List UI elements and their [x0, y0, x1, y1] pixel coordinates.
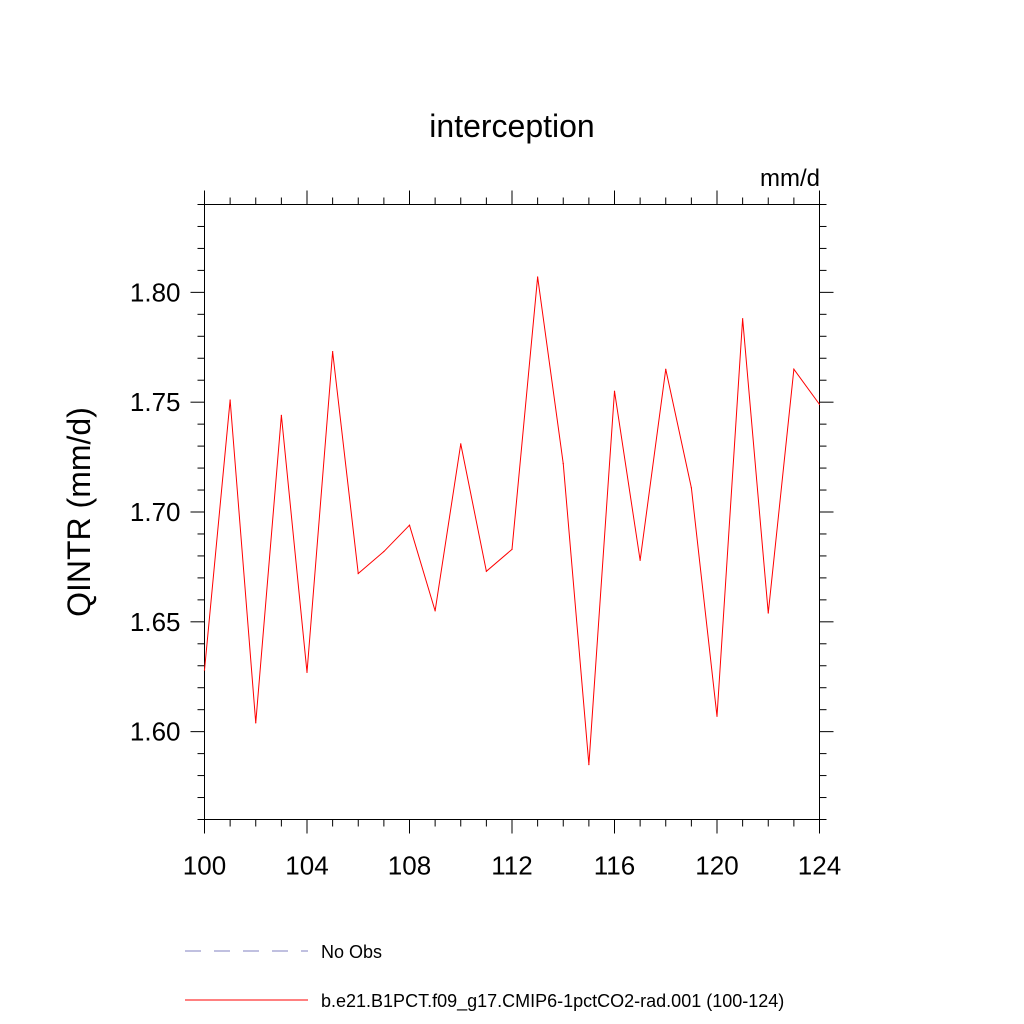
x-tick-label: 112	[491, 851, 532, 881]
x-tick-label: 108	[388, 851, 431, 881]
data-point	[818, 403, 821, 405]
data-point	[613, 390, 616, 392]
x-axis: 100 104 108 112 116 120 124	[183, 190, 841, 881]
x-tick-label: 100	[183, 851, 226, 881]
plot-frame	[204, 204, 820, 820]
data-point	[460, 443, 462, 445]
data-point	[639, 559, 641, 561]
data-point	[306, 671, 308, 673]
series-layer	[203, 276, 821, 766]
data-point	[716, 715, 718, 717]
data-point	[383, 550, 385, 553]
data-point	[229, 399, 231, 401]
data-point	[485, 570, 487, 572]
data-point	[767, 612, 769, 614]
data-point	[255, 722, 257, 724]
y-axis-label: QINTR (mm/d)	[61, 407, 97, 617]
data-point	[203, 669, 206, 671]
data-point	[280, 414, 282, 416]
data-point	[511, 548, 513, 550]
data-point	[537, 276, 539, 278]
legend: No Obs b.e21.B1PCT.f09_g17.CMIP6-1pctCO2-…	[185, 942, 784, 1012]
x-tick-label: 120	[695, 851, 738, 881]
legend-label: No Obs	[321, 942, 382, 962]
y-axis: 1.60 1.65 1.70 1.75 1.80	[130, 204, 834, 820]
data-point	[408, 524, 411, 526]
y-tick-label: 1.70	[130, 497, 181, 527]
y-tick-label: 1.80	[130, 277, 181, 307]
chart-title: interception	[429, 108, 594, 144]
data-point	[357, 572, 359, 575]
x-tick-label: 104	[285, 851, 328, 881]
y-tick-label: 1.75	[130, 387, 181, 417]
series-line	[204, 276, 820, 765]
data-point	[332, 351, 334, 353]
data-point	[793, 368, 795, 370]
x-tick-label: 124	[798, 851, 841, 881]
data-point	[588, 763, 590, 766]
data-point	[665, 368, 667, 370]
y-tick-label: 1.65	[130, 607, 181, 637]
y-tick-label: 1.60	[130, 717, 181, 747]
data-point	[742, 318, 744, 320]
x-tick-label: 116	[594, 851, 635, 881]
data-point	[690, 487, 692, 489]
data-point	[562, 463, 564, 465]
legend-label: b.e21.B1PCT.f09_g17.CMIP6-1pctCO2-rad.00…	[321, 991, 784, 1012]
data-point	[434, 610, 436, 612]
units-label: mm/d	[760, 165, 820, 192]
